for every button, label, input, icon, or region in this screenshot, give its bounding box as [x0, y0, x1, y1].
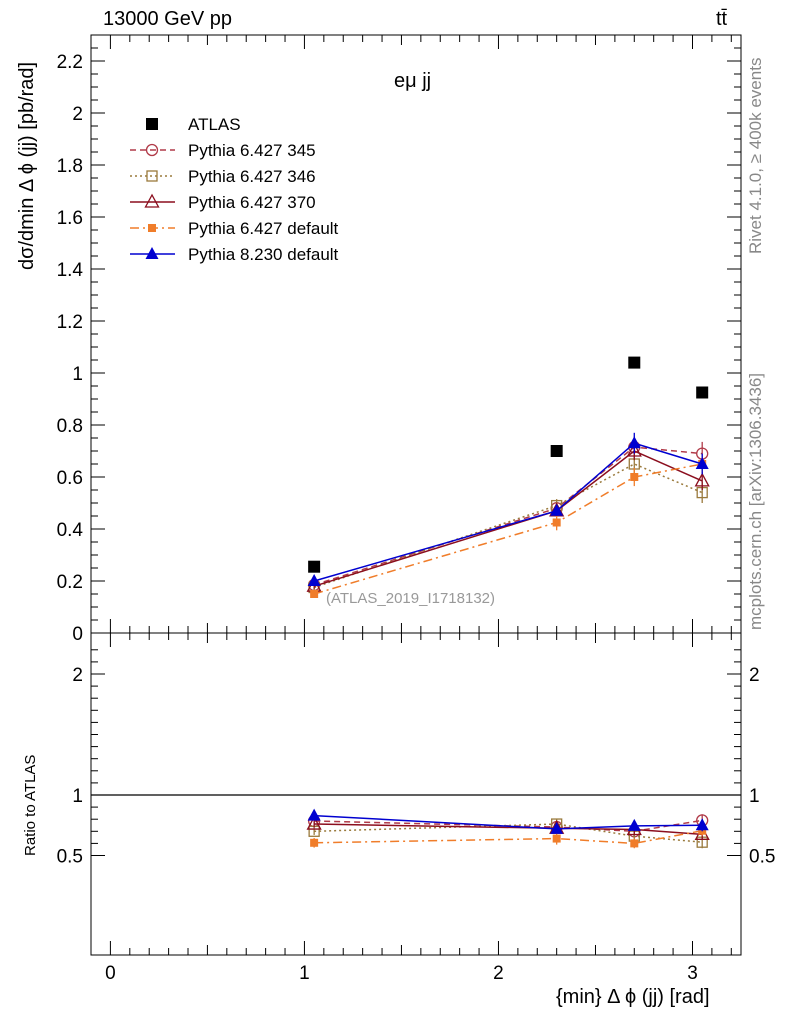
- header-energy-label: 13000 GeV pp: [103, 8, 232, 30]
- main-data-point: [552, 518, 561, 527]
- main-data-point: [550, 445, 563, 457]
- ratio-data-point: [627, 818, 641, 831]
- main-data-point: [550, 503, 564, 516]
- main-data-point: [628, 356, 641, 369]
- ratio-series-1: [308, 818, 708, 849]
- ratio-data-point: [310, 838, 319, 847]
- main-y-tick-label: 1: [72, 364, 83, 385]
- mcplots-label: mcplots.cern.ch [arXiv:1306.3436]: [746, 372, 765, 630]
- ratio-data-point: [695, 818, 709, 831]
- ratio-y-tick-label-left: 1: [72, 786, 83, 807]
- ratio-series-line: [314, 823, 703, 836]
- main-series-4: [310, 456, 707, 598]
- main-data-point: [626, 442, 642, 457]
- ratio-frame-rect: [90, 632, 742, 956]
- legend-entry-label: Pythia 6.427 345: [188, 141, 316, 160]
- main-y-tick-label: 2.2: [57, 52, 83, 73]
- ratio-data-point: [552, 834, 561, 843]
- ratio-series-2: [306, 815, 710, 840]
- x-tick-label: 3: [687, 963, 698, 984]
- main-y-tick-label: 0.8: [57, 416, 83, 437]
- main-y-tick-label: 0: [72, 624, 83, 645]
- main-series-0: [308, 356, 709, 573]
- main-series-line: [313, 463, 703, 589]
- main-series-line: [313, 450, 703, 587]
- main-data-point: [696, 386, 709, 399]
- ratio-series-line: [314, 823, 703, 843]
- ratio-y-tick-label-right: 1: [749, 786, 760, 807]
- x-tick-label: 2: [493, 963, 504, 984]
- main-data-point: [310, 590, 319, 598]
- main-y-tick-label: 0.6: [57, 468, 83, 489]
- x-tick-label: 0: [105, 963, 116, 984]
- plot-title: eμ jj: [394, 70, 432, 92]
- main-data-point: [627, 436, 641, 449]
- main-data-point: [630, 473, 639, 481]
- ratio-data-point: [550, 821, 564, 834]
- ratio-data-point: [306, 815, 322, 830]
- ratio-series-line: [314, 829, 703, 845]
- legend-marker: [144, 193, 160, 208]
- legend: ATLAS Pythia 6.427 345 Pythia 6.427 346 Pyt…: [130, 115, 339, 264]
- ratio-data-point: [307, 808, 321, 821]
- ratio-y-axis-label: Ratio to ATLAS: [22, 754, 39, 856]
- main-y-tick-label: 0.2: [57, 572, 83, 593]
- main-y-tick-label: 1.6: [57, 208, 83, 229]
- legend-marker: [146, 118, 158, 130]
- legend-entry-label: Pythia 6.427 default: [188, 219, 339, 238]
- main-y-tick-label: 1.4: [57, 260, 84, 281]
- x-axis-label: {min} Δ ϕ (jj) [rad]: [556, 986, 710, 1008]
- main-y-axis-label: dσ/dmin Δ ϕ (jj) [pb/rad]: [16, 61, 38, 270]
- analysis-label: (ATLAS_2019_I1718132): [326, 590, 496, 607]
- main-y-tick-label: 1.8: [57, 156, 83, 177]
- main-series-line: [313, 442, 703, 582]
- main-series-group: [306, 356, 710, 598]
- ratio-series-4: [307, 808, 709, 834]
- main-y-tick-label: 2: [72, 104, 83, 125]
- main-series-1: [307, 436, 709, 592]
- ratio-series-group: [306, 808, 710, 849]
- ratio-axis-ticks: 0.5 0.5 1 1 2 2 0 1 2 3: [57, 633, 775, 984]
- ratio-data-point: [630, 839, 639, 848]
- main-y-tick-label: 1.2: [57, 312, 83, 333]
- ratio-plot-frame: [90, 632, 742, 956]
- legend-entry-label: ATLAS: [188, 115, 241, 134]
- ratio-y-tick-label-right: 2: [749, 665, 760, 686]
- header-process-label: tt̄: [716, 8, 728, 30]
- legend-marker: [145, 247, 159, 259]
- legend-marker: [148, 224, 156, 232]
- x-tick-label: 1: [299, 963, 310, 984]
- legend-entry-label: Pythia 6.427 370: [188, 193, 316, 212]
- main-data-point: [695, 457, 709, 469]
- main-data-point: [307, 574, 321, 586]
- legend-marker: [145, 143, 159, 157]
- ratio-y-tick-label-right: 0.5: [749, 847, 775, 868]
- ratio-y-tick-label-left: 0.5: [57, 847, 83, 868]
- legend-entry-label: Pythia 8.230 default: [188, 245, 339, 264]
- ratio-y-tick-label-left: 2: [72, 665, 83, 686]
- main-data-point: [308, 560, 321, 573]
- legend-marker: [146, 170, 158, 182]
- main-axis-ticks: 0 0.2 0.4 0.6 0.8 1 1.2 1.4 1.6 1.8 2 2.2: [57, 34, 741, 645]
- main-series-3: [306, 441, 710, 592]
- rivet-version-label: Rivet 4.1.0, ≥ 400k events: [746, 57, 765, 254]
- legend-entry-label: Pythia 6.427 346: [188, 167, 316, 186]
- main-series-line: [313, 463, 703, 595]
- main-series-5: [307, 432, 709, 586]
- main-data-point: [694, 472, 710, 487]
- main-y-tick-label: 0.4: [57, 520, 84, 541]
- ratio-series-line: [314, 814, 703, 830]
